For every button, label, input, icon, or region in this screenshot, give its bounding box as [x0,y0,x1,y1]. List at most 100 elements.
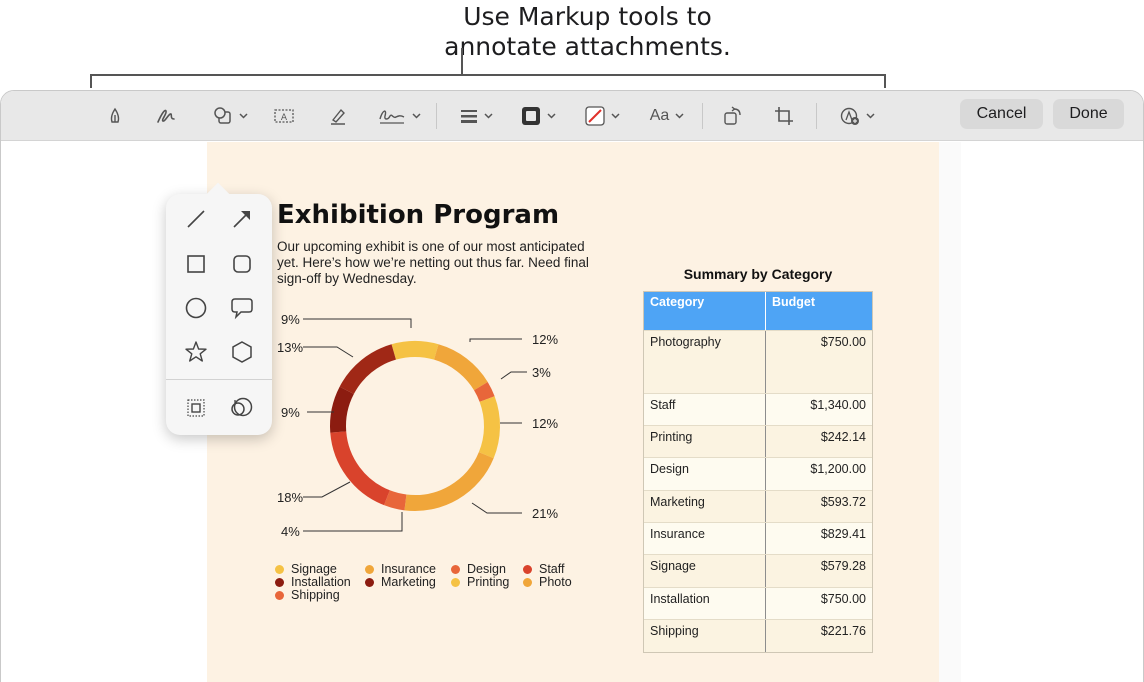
donut-chart [303,318,527,532]
done-button[interactable]: Done [1053,99,1124,129]
border-color-icon[interactable] [517,103,559,129]
line-style-icon[interactable] [456,103,496,129]
callout-stem [461,48,463,75]
hexagon-icon[interactable] [227,337,257,367]
percent-label: 18% [277,490,304,505]
rotate-icon[interactable] [723,103,743,129]
legend-label: Installation [291,575,351,589]
chevron-down-icon [675,113,684,119]
legend-item: Shipping [275,588,340,602]
legend-label: Insurance [381,562,436,576]
cell-budget: $242.14 [820,430,866,444]
crop-icon[interactable] [774,103,794,129]
speech-bubble-icon[interactable] [227,293,257,323]
legend-dot [365,564,374,574]
legend-label: Staff [539,562,565,576]
table-row: Staff $1,340.00 [644,393,872,425]
percent-label: 21% [532,506,559,521]
cell-budget: $579.28 [820,559,866,573]
percent-label: 13% [277,340,304,355]
annotate-icon[interactable] [836,103,878,129]
table-row: Printing $242.14 [644,425,872,457]
donut-slice [330,431,391,506]
leader-line [471,502,522,514]
percent-label: 9% [281,312,300,327]
leader-line [303,346,354,358]
body-line: Our upcoming exhibit is one of our most … [277,239,585,254]
leader-line [303,481,351,498]
cell-category: Marketing [644,491,766,522]
square-icon[interactable] [181,249,211,279]
legend-dot [523,577,532,587]
table-row: Marketing $593.72 [644,490,872,522]
table-row: Design $1,200.00 [644,457,872,490]
legend-item: Photo [523,575,572,589]
table-body: Photography $750.00 Staff $1,340.00 Printing… [644,330,872,652]
cell-category: Photography [644,331,766,393]
legend-item: Design [451,562,506,576]
highlight-icon[interactable] [328,103,348,129]
loupe-icon[interactable] [227,393,257,423]
sketch-icon[interactable] [105,103,125,129]
chevron-down-icon [546,113,556,119]
table-row: Photography $750.00 [644,330,872,393]
legend-dot [365,577,374,587]
mask-icon[interactable] [181,393,211,423]
legend-item: Signage [275,562,337,576]
legend-dot [275,590,284,600]
donut-slice [339,344,397,395]
markup-window: A Aa [0,90,1144,682]
chevron-down-icon [610,113,620,119]
attachment-canvas[interactable]: Exhibition Program Our upcoming exhibit … [1,142,1143,682]
donut-slice [384,490,407,511]
cell-budget: $750.00 [820,335,866,349]
cancel-button[interactable]: Cancel [960,99,1043,129]
header-category: Category [644,292,766,330]
legend-item: Marketing [365,575,436,589]
percent-label: 3% [532,365,551,380]
cell-budget: $750.00 [820,592,866,606]
header-budget: Budget [772,295,816,309]
legend-label: Shipping [291,588,340,602]
chevron-down-icon [865,113,875,119]
legend-dot [451,577,460,587]
legend-item: Staff [523,562,564,576]
document-title: Exhibition Program [277,200,560,230]
legend-dot [523,564,532,574]
percent-label: 12% [532,416,559,431]
leader-line [303,318,412,328]
legend-dot [275,577,284,587]
chevron-down-icon [238,113,248,119]
text-style-label: Aa [649,107,670,124]
fill-color-icon[interactable] [581,103,623,129]
callout-line-1: Use Markup tools to [463,2,712,31]
legend-item: Printing [451,575,509,589]
star-icon[interactable] [181,337,211,367]
text-box-icon[interactable]: A [273,103,295,129]
draw-icon[interactable] [155,103,177,129]
popover-divider [166,379,272,380]
chevron-down-icon [483,113,493,119]
shapes-icon[interactable] [209,103,251,129]
line-icon[interactable] [181,204,211,234]
shapes-popover [166,182,272,435]
cell-category: Staff [644,394,766,425]
text-style-button[interactable]: Aa [646,103,688,129]
circle-icon[interactable] [181,293,211,323]
signature-icon[interactable] [376,103,422,129]
donut-slice [330,386,355,433]
table-title: Summary by Category [683,266,833,282]
cell-budget: $1,340.00 [810,398,866,412]
legend-dot [451,564,460,574]
chevron-down-icon [411,113,421,119]
table-row: Insurance $829.41 [644,522,872,554]
percent-label: 4% [281,524,300,539]
arrow-icon[interactable] [227,204,257,234]
legend-label: Printing [467,575,510,589]
cell-budget: $829.41 [820,527,866,541]
body-line: yet. Here’s how we’re netting out thus f… [277,255,589,270]
callout-bracket [90,74,886,88]
rounded-square-icon[interactable] [227,249,257,279]
donut-slice [473,381,495,403]
cell-category: Printing [644,426,766,457]
